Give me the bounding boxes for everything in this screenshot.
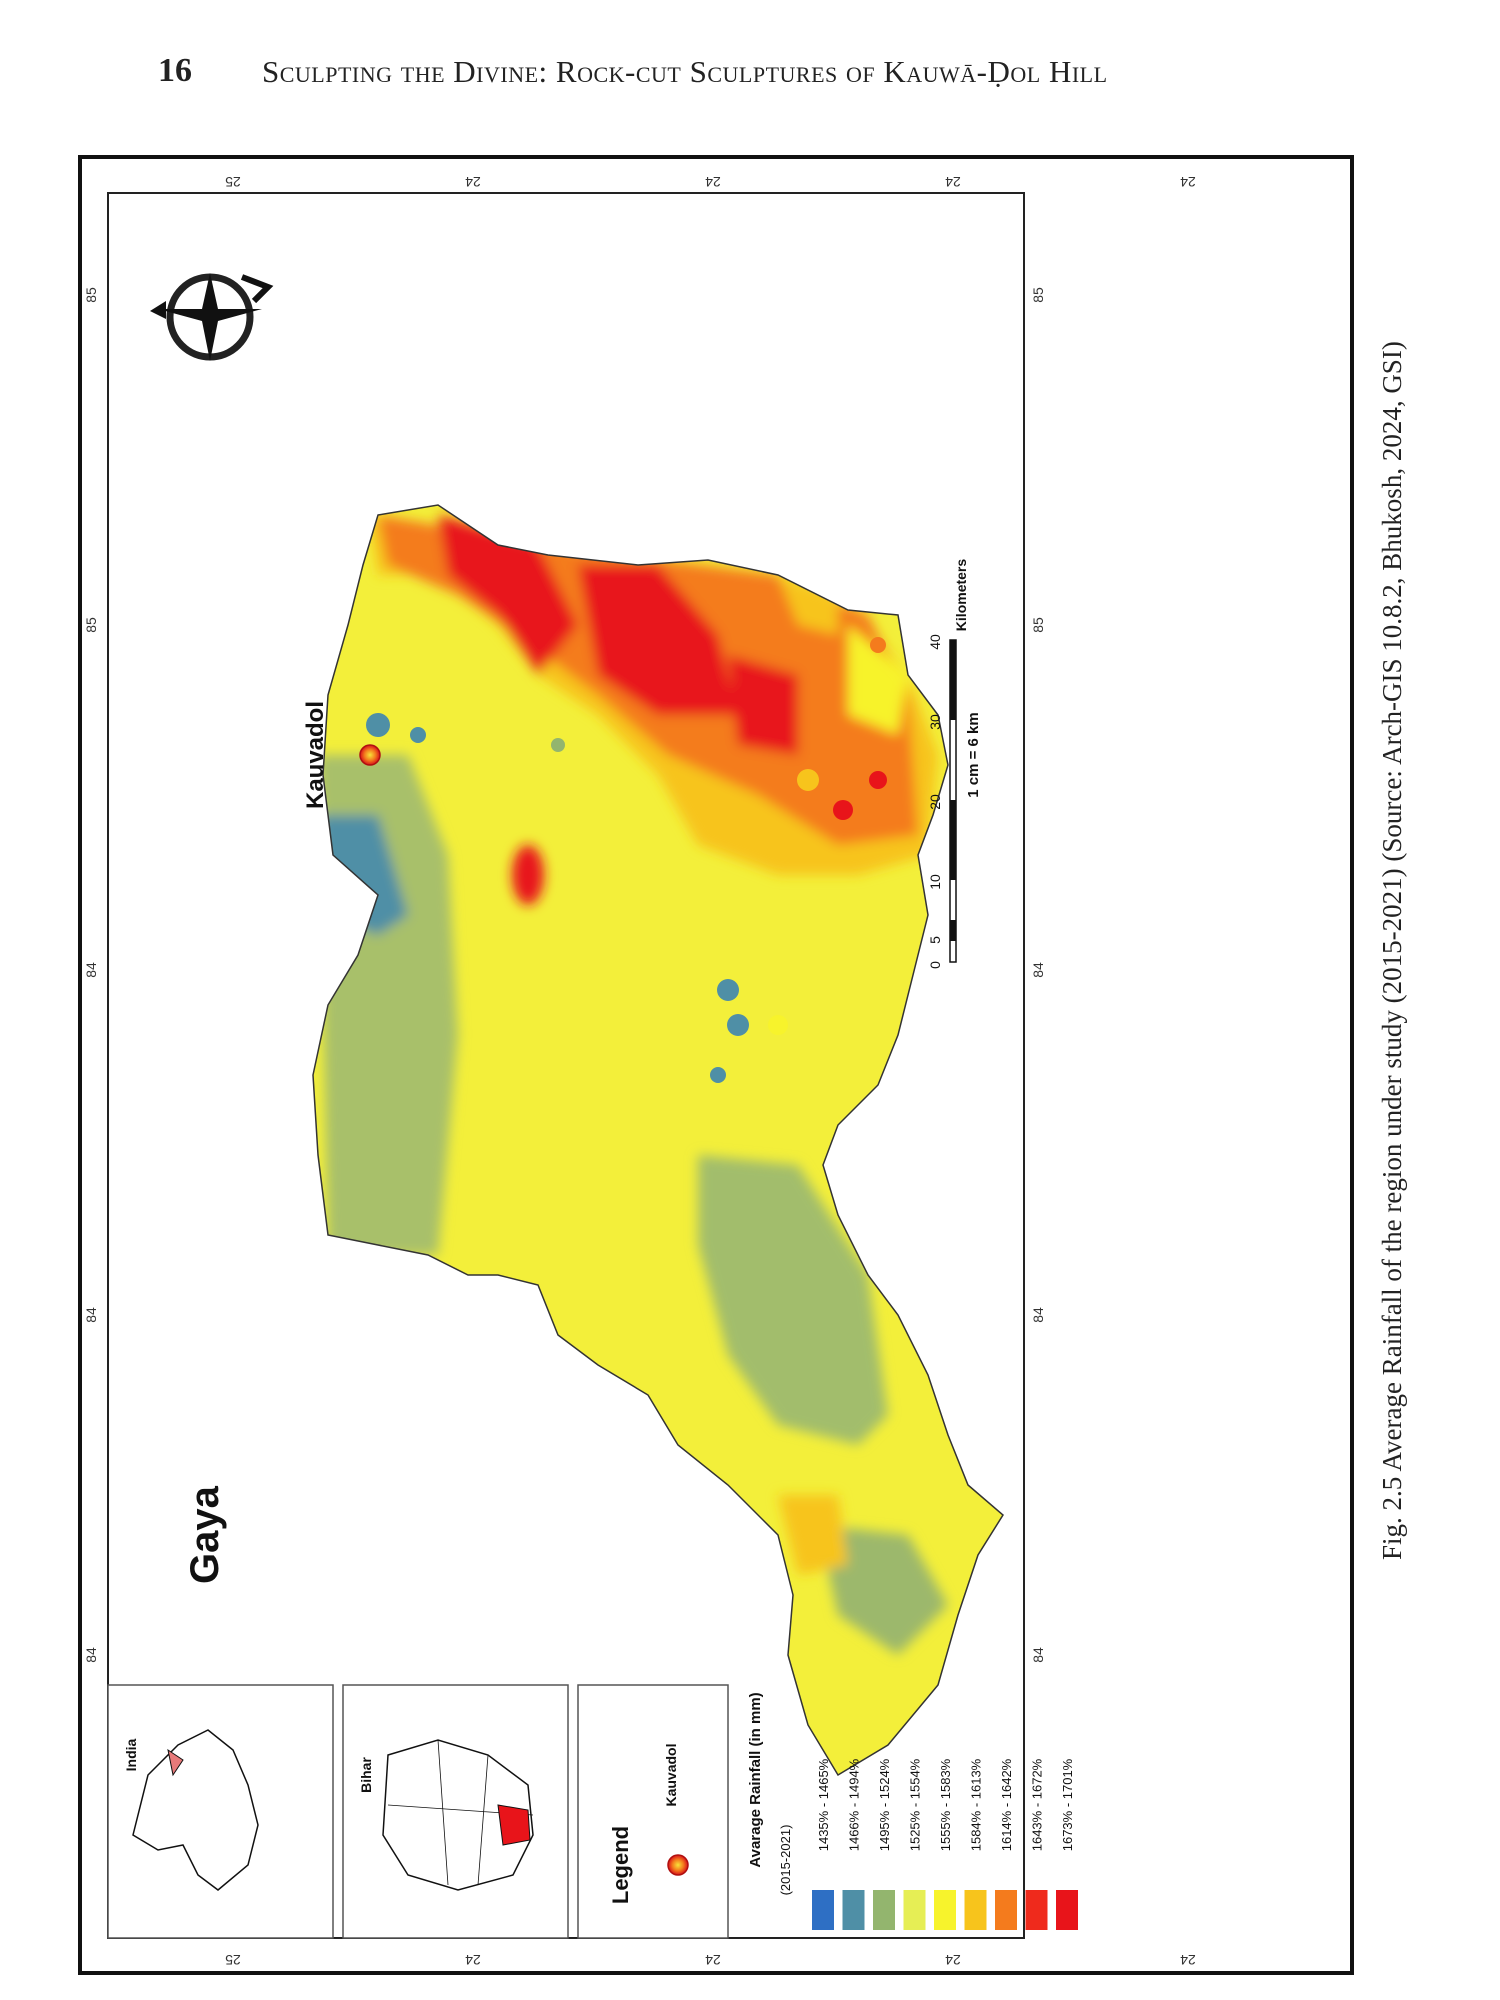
coord-tick-bottom: 24 [465,1952,481,1968]
scale-tick: 30 [927,714,943,730]
legend-class-label: 1495% - 1524% [877,1758,892,1851]
coord-tick-left: 85 [83,617,99,633]
running-title: Sculpting the Divine: Rock-cut Sculpture… [262,54,1108,89]
legend-swatch [1025,1890,1048,1930]
coord-tick-bottom: 24 [705,1952,721,1968]
coord-tick-left: 84 [83,1647,99,1663]
coord-tick-top: 24 [945,174,961,190]
coord-ticks-bottom: 25 24 24 24 24 [225,1952,1196,1968]
figure-caption: Fig. 2.5 Average Rainfall of the region … [1377,341,1407,1560]
kauvadol-label: Kauvadol [302,701,329,809]
coord-ticks-right: 85 85 84 84 84 [1030,287,1046,1663]
coord-tick-bottom: 25 [225,1952,241,1968]
legend-box [577,1684,729,1939]
scale-tick: 40 [927,634,943,650]
legend-marker-label: Kauvadol [663,1743,679,1806]
bihar-map-icon [382,1739,534,1891]
coord-tick-left: 84 [83,1307,99,1323]
rainfall-legend-title: Avarage Rainfall (in mm) [747,1692,764,1867]
map-svg: 25 24 24 24 24 25 24 24 24 24 85 85 84 8… [78,155,1354,1975]
scale-tick: 20 [927,794,943,810]
page-header: 16 Sculpting the Divine: Rock-cut Sculpt… [0,44,1500,104]
scale-ratio: 1 cm = 6 km [965,712,982,797]
coord-tick-right: 84 [1030,1647,1046,1663]
legend-swatch [964,1890,987,1930]
legend-swatch [1056,1890,1078,1930]
legend-class-label: 1614% - 1642% [999,1758,1014,1851]
legend-swatch [934,1890,956,1930]
coord-tick-right: 85 [1030,287,1046,303]
coord-tick-right: 84 [1030,1307,1046,1323]
page-number: 16 [158,52,192,89]
legend-class-label: 1643% - 1672% [1030,1758,1045,1851]
legend-swatch [995,1890,1017,1930]
legend-swatch [903,1890,926,1930]
north-arrow-icon [150,273,274,361]
scale-tick: 10 [927,874,943,890]
coord-tick-top: 24 [465,174,481,190]
rainfall-map: 25 24 24 24 24 25 24 24 24 24 85 85 84 8… [78,155,1354,1975]
legend-class-label: 1435% - 1465% [816,1758,831,1851]
legend-class-label: 1525% - 1554% [908,1758,923,1851]
scale-tick: 5 [927,936,943,944]
legend-class-label: 1673% - 1701% [1060,1758,1075,1851]
inset-bihar-label: Bihar [358,1757,374,1793]
coord-ticks-left: 85 85 84 84 84 [83,287,99,1663]
legend-swatch [842,1890,865,1930]
legend-marker-icon [667,1854,689,1876]
coord-tick-left: 84 [83,962,99,978]
legend-class-label: 1555% - 1583% [938,1758,953,1851]
coord-tick-right: 84 [1030,962,1046,978]
coord-tick-bottom: 24 [1180,1952,1196,1968]
coord-tick-top: 25 [225,174,241,190]
rainfall-legend-period: (2015-2021) [778,1825,793,1896]
inset-india-label: India [123,1738,139,1771]
coord-tick-top: 24 [1180,174,1196,190]
map-title: Gaya [183,1485,227,1584]
district-boundary [312,504,1004,1777]
legend-swatch [812,1890,834,1930]
legend-title: Legend [608,1826,633,1904]
scale-bar: 0 5 10 20 30 40 Kilometers 1 cm = 6 km [927,559,982,969]
india-map-icon [132,1729,259,1891]
scale-unit: Kilometers [953,559,969,632]
coord-tick-bottom: 24 [945,1952,961,1968]
coord-tick-right: 85 [1030,617,1046,633]
coord-tick-top: 24 [705,174,721,190]
scale-tick: 0 [927,961,943,969]
coord-tick-left: 85 [83,287,99,303]
kauvadol-marker-icon [359,744,381,766]
coord-ticks-top: 25 24 24 24 24 [225,174,1196,190]
legend-class-label: 1584% - 1613% [969,1758,984,1851]
legend-swatch [873,1890,895,1930]
rainfall-legend: Avarage Rainfall (in mm) (2015-2021) 143… [747,1692,1078,1930]
legend-class-label: 1466% - 1494% [847,1758,862,1851]
